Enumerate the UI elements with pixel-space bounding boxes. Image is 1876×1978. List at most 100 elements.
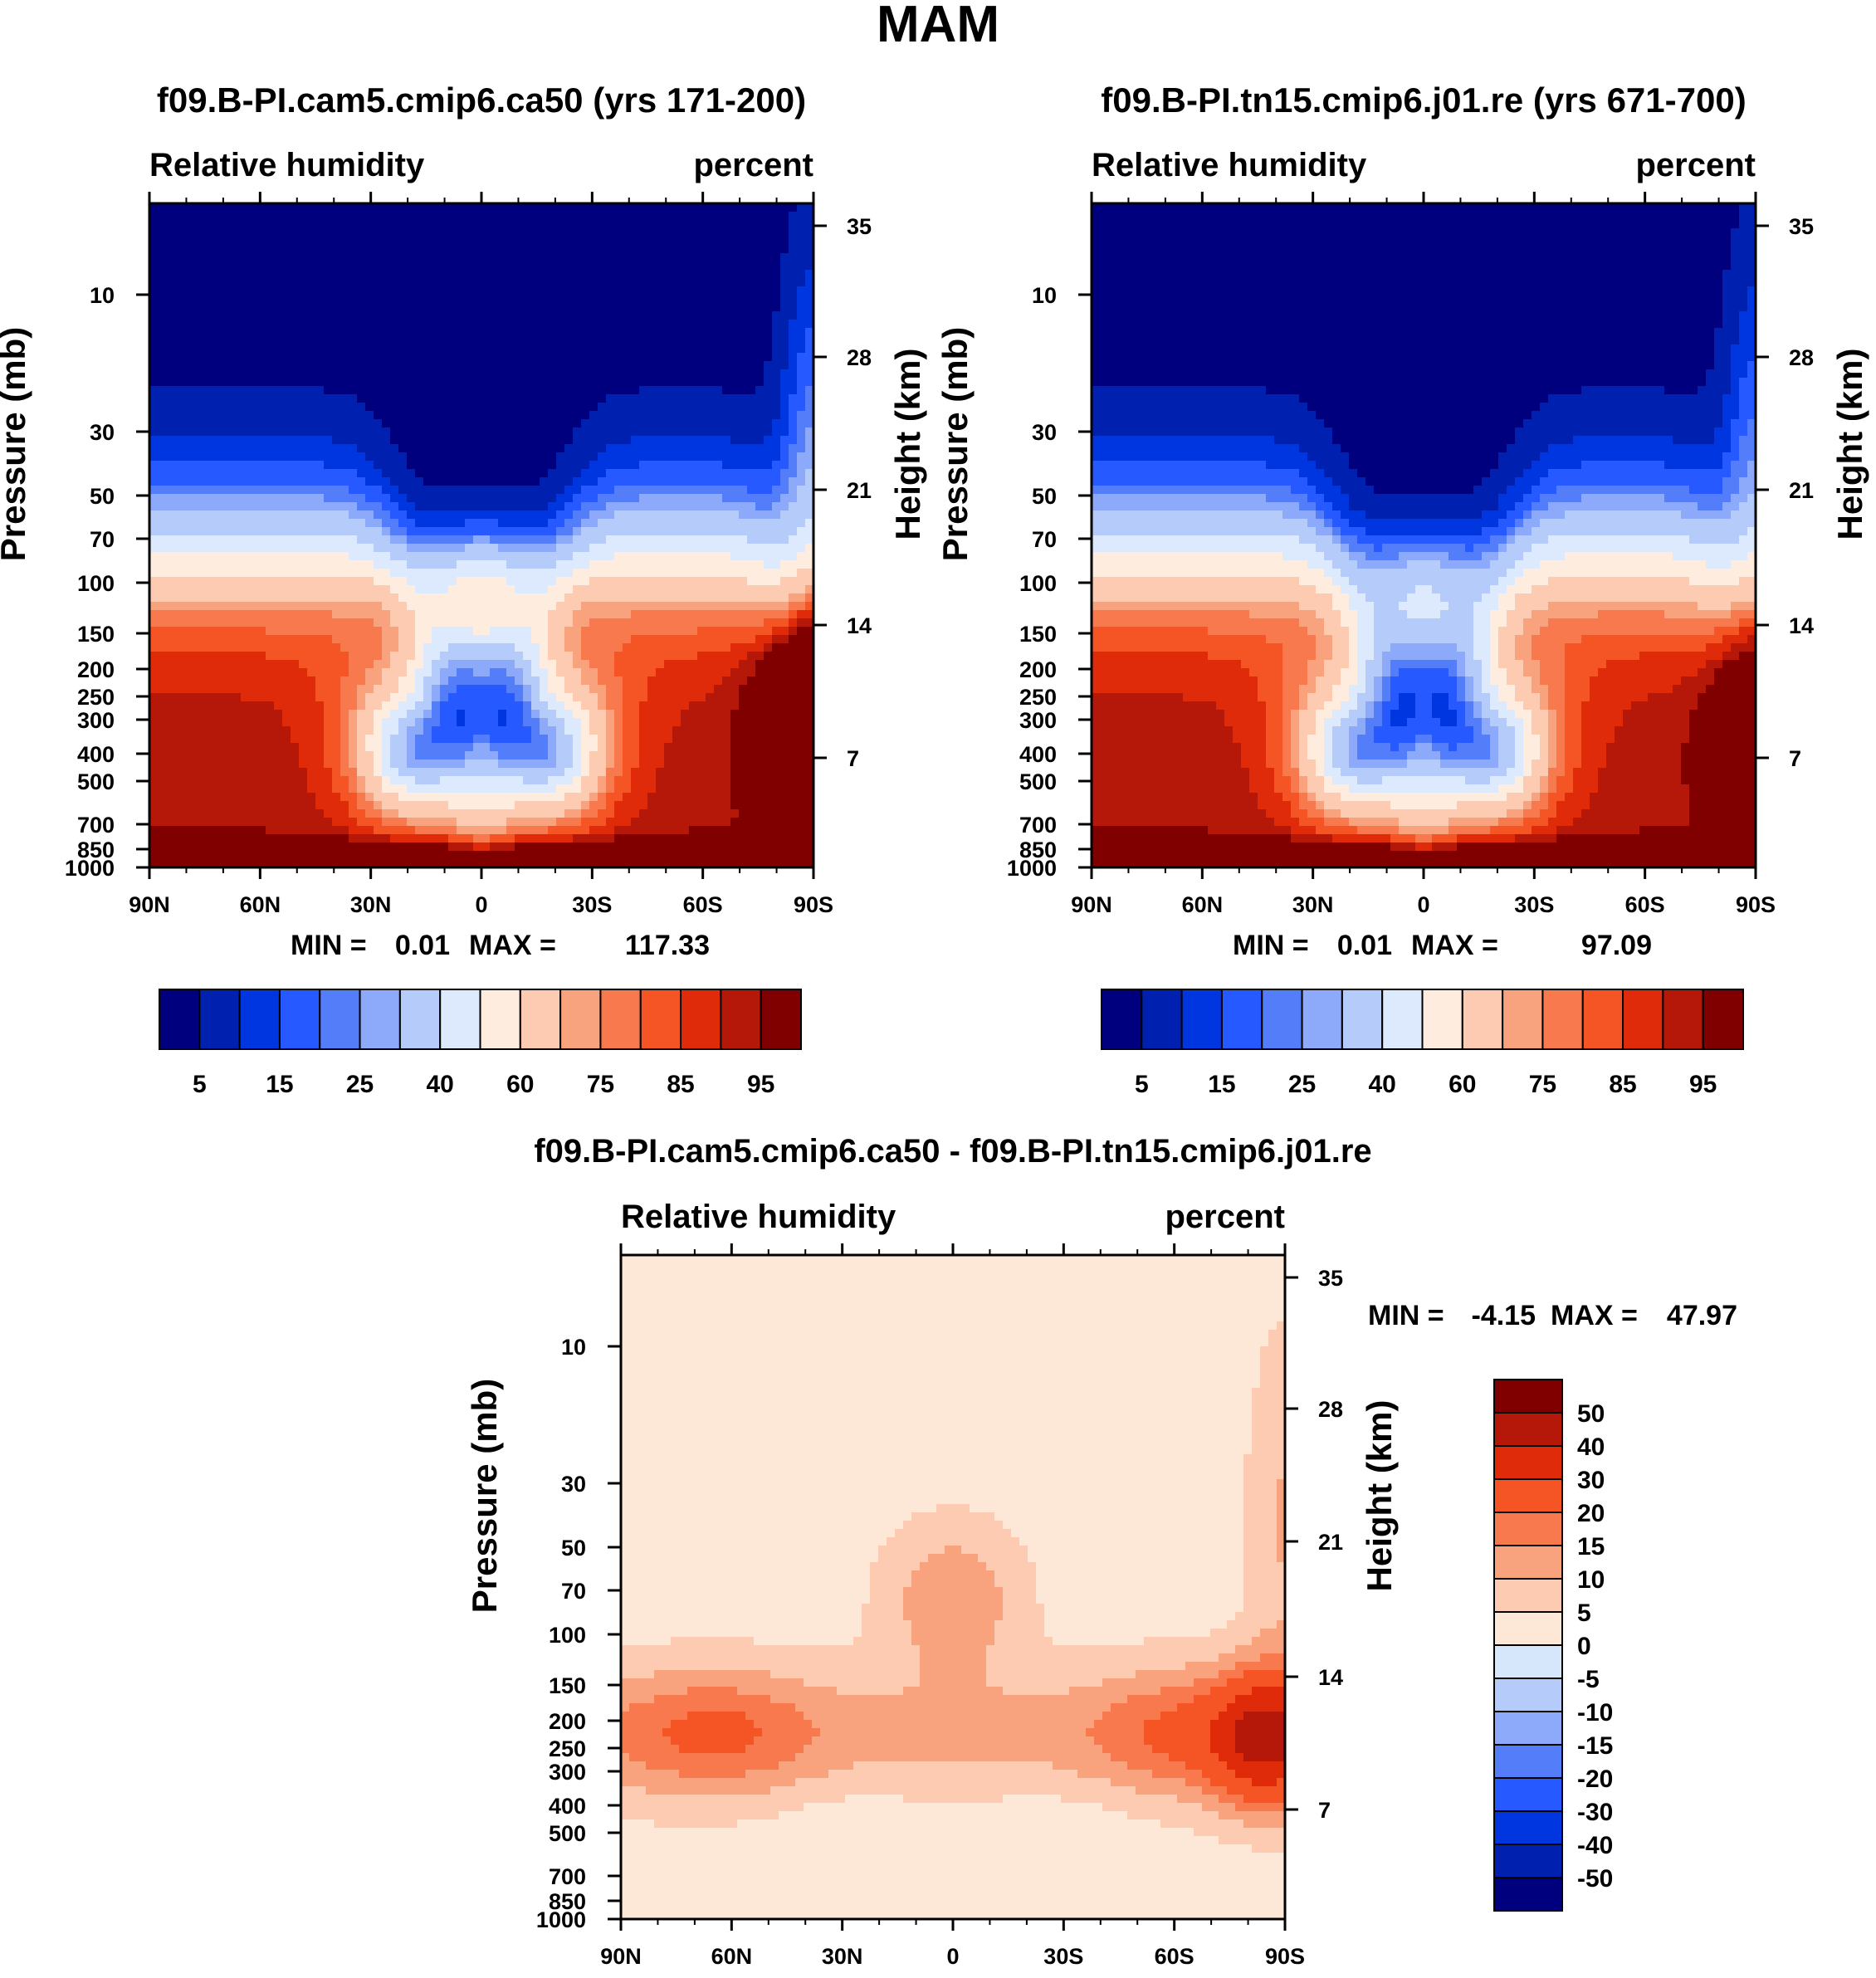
- contour-cell: [299, 237, 308, 246]
- contour-cell: [149, 461, 159, 470]
- contour-cell: [357, 519, 366, 528]
- contour-cell: [772, 436, 781, 445]
- contour-cell: [805, 469, 814, 478]
- contour-cell: [697, 369, 706, 379]
- contour-cell: [158, 643, 167, 652]
- contour-cell: [581, 311, 590, 320]
- contour-cell: [498, 701, 507, 711]
- contour-cell: [639, 660, 648, 669]
- contour-cell: [672, 502, 682, 511]
- contour-cell: [274, 585, 283, 594]
- contour-cell: [149, 369, 159, 379]
- contour-cell: [174, 710, 183, 719]
- contour-cell: [274, 693, 283, 702]
- contour-cell: [672, 618, 682, 628]
- contour-cell: [199, 353, 208, 362]
- contour-cell: [473, 361, 482, 370]
- contour-cell: [606, 303, 615, 312]
- contour-cell: [523, 353, 532, 362]
- contour-cell: [772, 203, 781, 212]
- contour-cell: [581, 303, 590, 312]
- contour-cell: [440, 411, 449, 420]
- contour-cell: [398, 701, 408, 711]
- contour-cell: [664, 328, 673, 337]
- contour-cell: [805, 486, 814, 495]
- contour-cell: [349, 569, 358, 578]
- contour-cell: [664, 295, 673, 304]
- contour-cell: [481, 212, 491, 221]
- contour-cell: [639, 394, 648, 403]
- contour-cell: [340, 701, 349, 711]
- contour-cell: [291, 552, 300, 561]
- contour-cell: [564, 652, 574, 661]
- contour-cell: [714, 303, 723, 312]
- contour-cell: [224, 668, 233, 677]
- contour-cell: [564, 486, 574, 495]
- contour-cell: [481, 494, 491, 503]
- contour-cell: [282, 403, 291, 412]
- contour-cell: [523, 328, 532, 337]
- contour-cell: [149, 203, 159, 212]
- contour-cell: [324, 519, 333, 528]
- contour-cell: [390, 527, 399, 536]
- contour-cell: [498, 710, 507, 719]
- contour-cell: [208, 237, 217, 246]
- contour-cell: [614, 386, 623, 395]
- contour-cell: [681, 627, 690, 636]
- contour-cell: [208, 585, 217, 594]
- contour-cell: [191, 361, 200, 370]
- contour-cell: [689, 203, 698, 212]
- contour-cell: [747, 303, 756, 312]
- contour-cell: [573, 710, 582, 719]
- contour-cell: [481, 427, 491, 437]
- contour-cell: [540, 668, 549, 677]
- contour-cell: [805, 369, 814, 379]
- contour-cell: [548, 560, 557, 569]
- contour-cell: [697, 535, 706, 545]
- contour-cell: [581, 270, 590, 279]
- contour-cell: [158, 353, 167, 362]
- contour-cell: [241, 527, 250, 536]
- contour-cell: [191, 220, 200, 229]
- contour-cell: [473, 295, 482, 304]
- contour-cell: [772, 552, 781, 561]
- contour-cell: [166, 427, 175, 437]
- contour-cell: [241, 627, 250, 636]
- contour-cell: [432, 336, 441, 345]
- contour-cell: [681, 286, 690, 295]
- contour-cell: [490, 344, 499, 354]
- contour-cell: [149, 627, 159, 636]
- contour-cell: [158, 710, 167, 719]
- contour-cell: [598, 477, 607, 486]
- contour-cell: [307, 668, 316, 677]
- contour-cell: [639, 560, 648, 569]
- contour-cell: [191, 660, 200, 669]
- contour-cell: [755, 403, 765, 412]
- contour-cell: [664, 577, 673, 586]
- contour-cell: [564, 560, 574, 569]
- contour-cell: [623, 436, 632, 445]
- contour-cell: [357, 502, 366, 511]
- contour-cell: [241, 419, 250, 428]
- contour-cell: [481, 403, 491, 412]
- contour-cell: [647, 278, 657, 287]
- contour-cell: [697, 444, 706, 453]
- contour-cell: [672, 253, 682, 262]
- contour-cell: [208, 660, 217, 669]
- contour-cell: [672, 270, 682, 279]
- contour-cell: [573, 610, 582, 619]
- contour-cell: [531, 610, 540, 619]
- contour-cell: [332, 203, 341, 212]
- contour-cell: [764, 419, 773, 428]
- contour-cell: [423, 203, 432, 212]
- contour-cell: [440, 668, 449, 677]
- contour-cell: [465, 477, 474, 486]
- contour-cell: [357, 710, 366, 719]
- contour-cell: [299, 261, 308, 271]
- contour-cell: [398, 303, 408, 312]
- contour-cell: [332, 627, 341, 636]
- contour-cell: [631, 693, 640, 702]
- contour-cell: [448, 212, 457, 221]
- contour-cell: [523, 469, 532, 478]
- contour-cell: [598, 660, 607, 669]
